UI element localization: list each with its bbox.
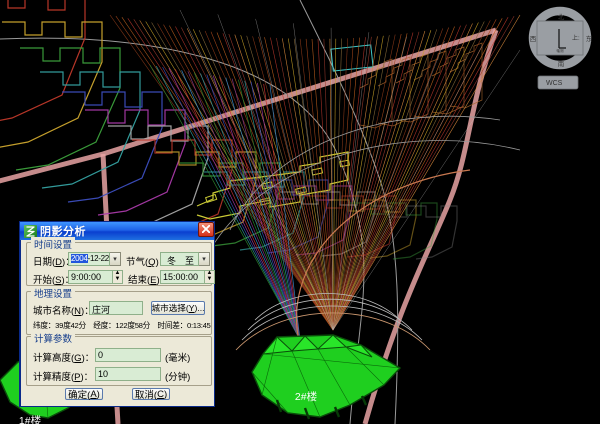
svg-text:轴测: 轴测 — [556, 48, 564, 53]
svg-text:2#楼: 2#楼 — [295, 390, 318, 403]
svg-text:南: 南 — [558, 59, 565, 68]
svg-text:1#楼: 1#楼 — [19, 414, 42, 424]
svg-text:东: 东 — [586, 34, 593, 43]
svg-text:上:: 上: — [572, 34, 580, 42]
svg-text:北: 北 — [558, 13, 565, 21]
svg-text:西: 西 — [530, 35, 537, 43]
svg-text:WCS: WCS — [546, 80, 563, 87]
